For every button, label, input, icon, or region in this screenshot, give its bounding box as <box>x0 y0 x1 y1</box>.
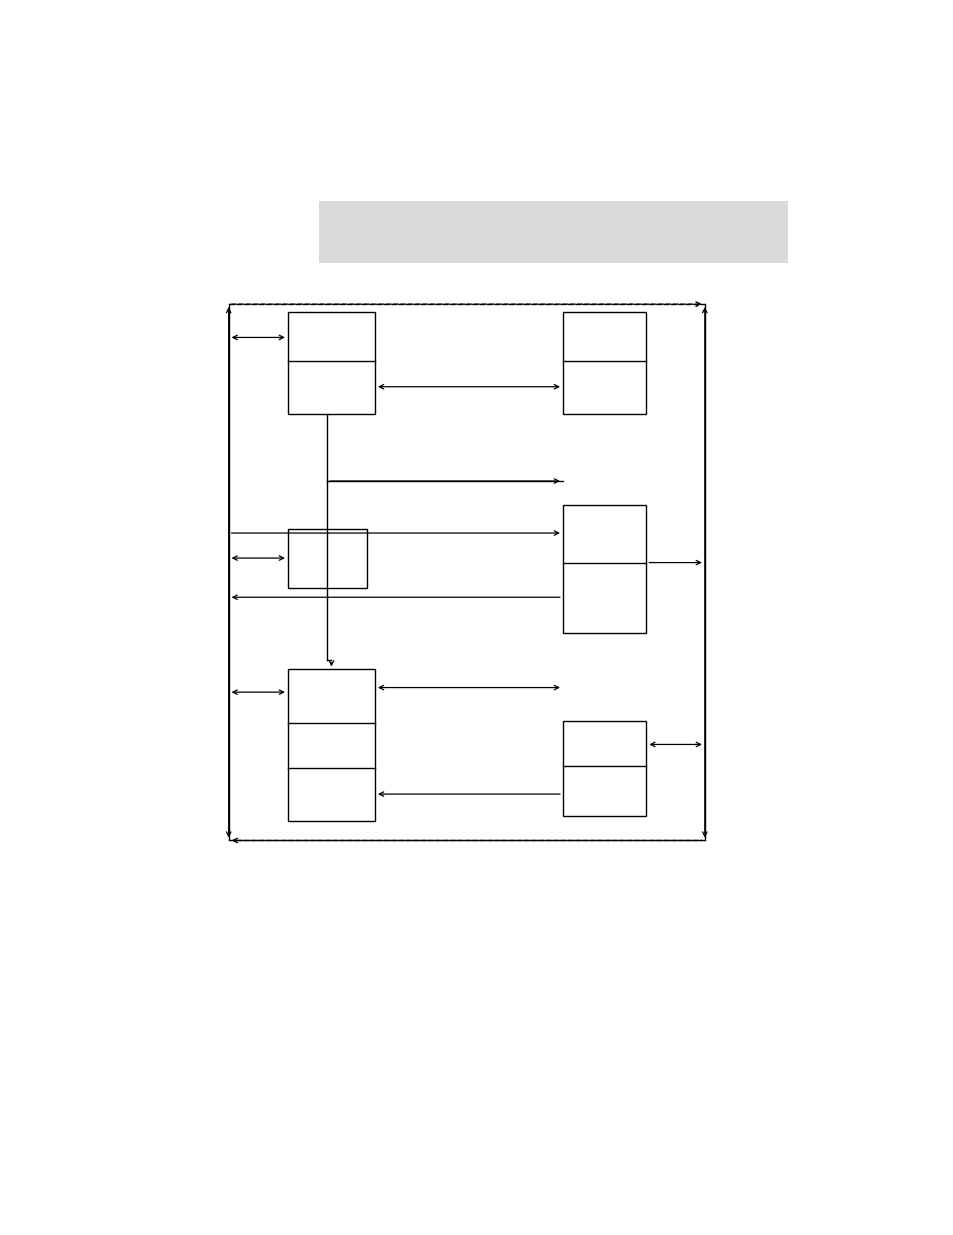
Bar <box>562 505 646 634</box>
Bar <box>288 311 375 415</box>
Bar <box>288 669 375 821</box>
Bar <box>288 529 367 588</box>
Bar <box>318 201 787 263</box>
Bar <box>562 311 646 415</box>
Bar <box>562 721 646 816</box>
